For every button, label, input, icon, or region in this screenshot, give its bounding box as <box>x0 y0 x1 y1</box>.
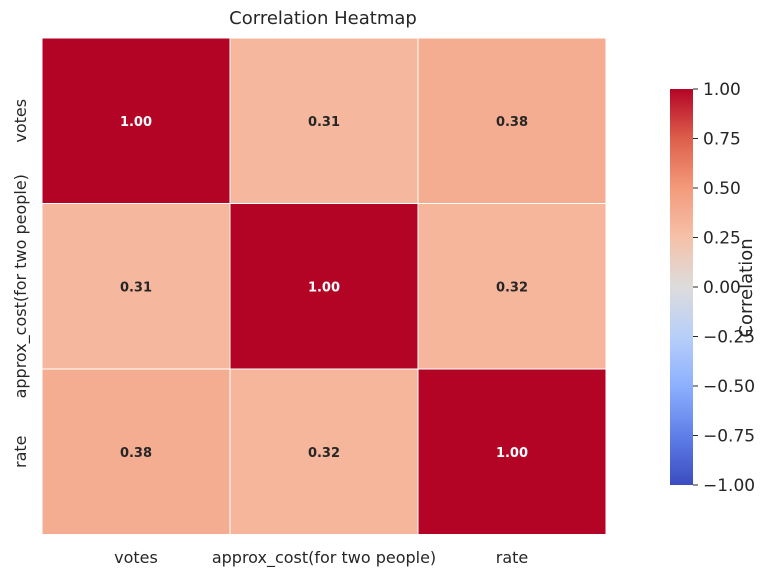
chart-title: Correlation Heatmap <box>229 8 417 29</box>
y-axis-tick-labels: votes approx_cost(for two people) rate <box>11 99 31 468</box>
cell-value-label: 0.38 <box>120 446 152 461</box>
x-tick-label: approx_cost(for two people) <box>212 548 436 568</box>
cell-value-label: 1.00 <box>308 280 340 295</box>
x-axis-tick-labels: votes approx_cost(for two people) rate <box>114 548 528 568</box>
colorbar-tick-label: 0.00 <box>703 278 741 298</box>
cell-value-label: 0.31 <box>308 115 340 130</box>
cell-value-label: 0.32 <box>496 280 528 295</box>
colorbar-tick-label: 0.50 <box>703 179 741 199</box>
colorbar-label: Correlation <box>736 238 757 337</box>
y-tick-label: rate <box>11 436 30 469</box>
y-tick-label: votes <box>11 99 30 143</box>
colorbar: 1.00 0.75 0.50 0.25 0.00 −0.25 −0.50 −0.75 −1.00… <box>670 80 757 496</box>
heatmap-cell <box>229 368 419 535</box>
heatmap-cell <box>41 37 231 204</box>
heatmap-cell <box>417 37 607 204</box>
colorbar-tick-label: −0.25 <box>703 328 755 348</box>
colorbar-tick-label: 0.25 <box>703 229 741 249</box>
colorbar-tick-label: 1.00 <box>703 80 741 100</box>
cell-value-label: 0.38 <box>496 115 528 130</box>
heatmap-cells: 1.00 0.31 0.38 0.31 1.00 0.32 0.38 0.32 1.00 <box>41 37 607 535</box>
cell-value-label: 1.00 <box>496 446 528 461</box>
heatmap-cell <box>417 203 607 370</box>
heatmap-cell <box>229 37 419 204</box>
x-tick-label: rate <box>496 548 529 567</box>
x-tick-label: votes <box>114 548 158 567</box>
colorbar-tick-label: −0.75 <box>703 427 755 447</box>
cell-value-label: 0.32 <box>308 446 340 461</box>
colorbar-tick-label: 0.75 <box>703 130 741 150</box>
colorbar-tick-label: −0.50 <box>703 377 755 397</box>
heatmap-cell <box>41 368 231 535</box>
cell-value-label: 1.00 <box>120 115 152 130</box>
colorbar-tick-label: −1.00 <box>703 476 755 496</box>
heatmap-cell <box>417 368 607 535</box>
y-tick-label: approx_cost(for two people) <box>11 174 31 398</box>
cell-value-label: 0.31 <box>120 280 152 295</box>
colorbar-gradient <box>670 89 693 485</box>
heatmap-cell <box>229 203 419 370</box>
colorbar-ticks: 1.00 0.75 0.50 0.25 0.00 −0.25 −0.50 −0.75 −1.00 <box>693 80 755 496</box>
heatmap-cell <box>41 203 231 370</box>
